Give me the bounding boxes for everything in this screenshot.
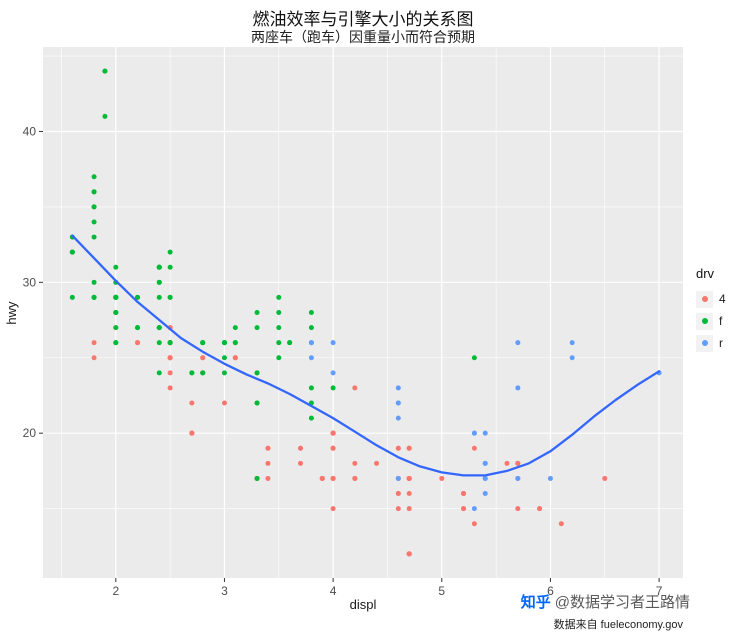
- legend-item: f: [696, 310, 726, 332]
- legend-label: f: [719, 314, 723, 328]
- legend: drv 4 f r: [696, 266, 726, 354]
- chart-subtitle: 两座车（跑车）因重量小而符合预期: [251, 31, 475, 46]
- svg-text:40: 40: [23, 124, 37, 138]
- legend-title: drv: [696, 266, 715, 281]
- legend-dot-r: [701, 340, 708, 346]
- svg-text:30: 30: [23, 275, 37, 289]
- legend-item: r: [696, 332, 726, 354]
- zhihu-logo: 知乎: [520, 594, 551, 611]
- svg-text:3: 3: [221, 584, 228, 598]
- watermark-handle: @数据学习者王路情: [554, 594, 690, 611]
- legend-label: r: [719, 336, 723, 350]
- legend-item: 4: [696, 288, 726, 310]
- legend-label: 4: [719, 292, 726, 306]
- y-axis-title: hwy: [4, 301, 19, 325]
- legend-dot-4: [701, 296, 708, 302]
- svg-text:6: 6: [547, 584, 554, 598]
- watermark: 知乎 @数据学习者王路情: [521, 591, 690, 612]
- x-axis-title: displ: [349, 597, 377, 612]
- svg-text:2: 2: [112, 584, 119, 598]
- legend-key: [696, 290, 713, 308]
- svg-text:7: 7: [656, 584, 663, 598]
- svg-text:5: 5: [438, 584, 445, 598]
- svg-text:20: 20: [23, 426, 37, 440]
- svg-text:4: 4: [330, 584, 337, 598]
- chart-title: 燃油效率与引擎大小的关系图: [252, 10, 474, 29]
- legend-key: [696, 334, 713, 352]
- chart-caption: 数据来自 fueleconomy.gov: [553, 619, 683, 631]
- legend-key: [696, 312, 713, 330]
- legend-dot-f: [701, 318, 708, 324]
